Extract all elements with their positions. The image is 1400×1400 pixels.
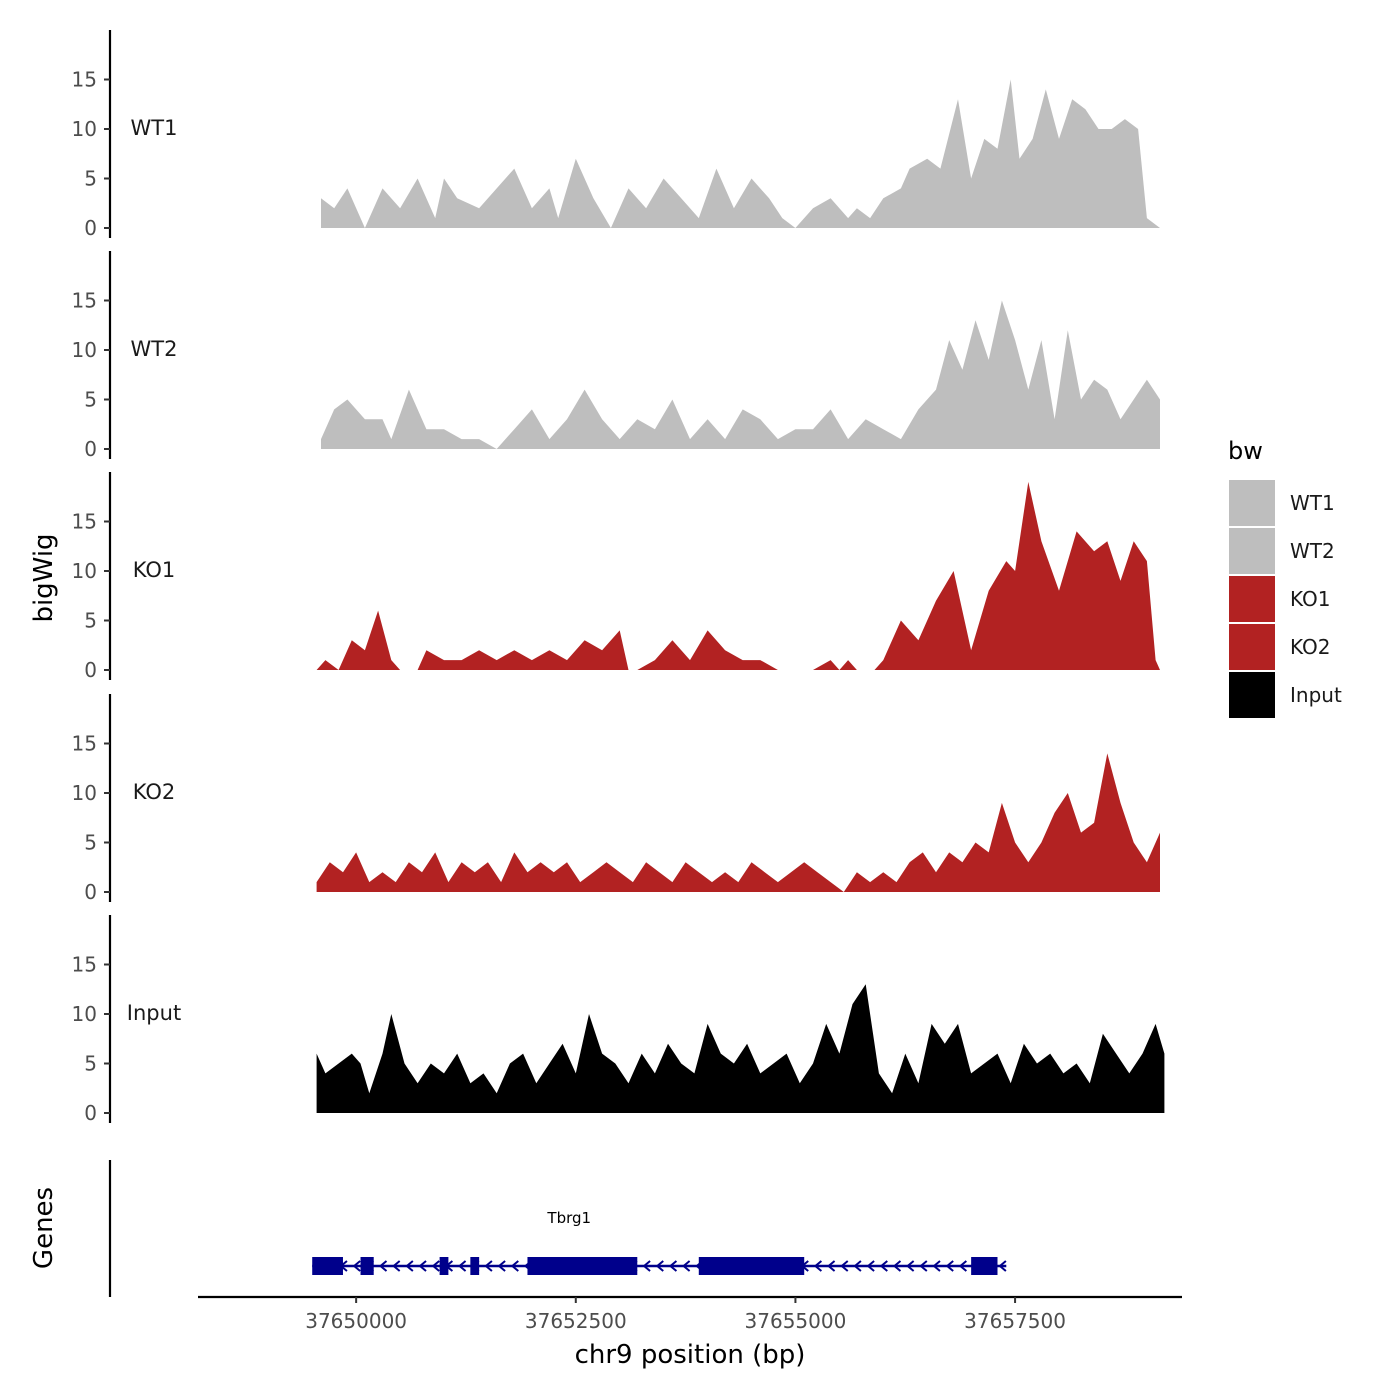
area-wt1: [321, 79, 1160, 228]
gene-exon: [698, 1257, 805, 1275]
strand-arrow: [853, 1260, 862, 1272]
track-input: 0 5 10 15 Input: [72, 915, 1165, 1125]
strand-arrow: [906, 1260, 915, 1272]
strand-arrow: [840, 1260, 849, 1272]
y-tick-label: 10: [72, 117, 97, 141]
area-ko1: [316, 481, 1161, 670]
y-tick-label: 5: [84, 167, 97, 191]
legend-label-ko2: KO2: [1290, 635, 1331, 659]
y-tick-label: 0: [84, 880, 97, 904]
legend: bw WT1 WT2 KO1 KO2 Input: [1228, 437, 1342, 718]
strand-arrow: [497, 1260, 506, 1272]
legend-key-input: [1229, 672, 1275, 718]
y-tick-label: 10: [72, 1002, 97, 1026]
y-tick-label: 5: [84, 1052, 97, 1076]
strand-arrow: [892, 1260, 902, 1272]
genes-track: Tbrg1: [108, 1160, 1007, 1297]
strand-arrow: [958, 1260, 967, 1272]
y-tick-label: 5: [84, 609, 97, 633]
area-ko2: [316, 753, 1161, 892]
y-tick-label: 10: [72, 338, 97, 362]
y-tick-label: 15: [72, 68, 97, 92]
y-tick-label: 0: [84, 658, 97, 682]
strand-arrow: [405, 1260, 414, 1272]
track-label-input: Input: [127, 1001, 181, 1025]
y-axis-title: bigWig: [29, 533, 59, 622]
strand-arrow: [879, 1260, 888, 1272]
strand-arrow: [932, 1260, 941, 1272]
strand-arrow: [431, 1260, 440, 1272]
x-axis: 37650000 37652500 37655000 37657500: [198, 1295, 1182, 1333]
track-label-ko1: KO1: [133, 558, 176, 582]
y-tick-label: 0: [84, 216, 97, 240]
legend-title: bw: [1228, 437, 1263, 465]
y-tick-label: 0: [84, 1101, 97, 1125]
legend-key-ko1: [1229, 576, 1275, 622]
gene-exon: [360, 1257, 374, 1275]
area-input: [316, 984, 1165, 1113]
legend-label-wt2: WT2: [1290, 539, 1335, 563]
track-wt1: 0 5 10 15 WT1: [72, 30, 1160, 240]
strand-arrow: [998, 1260, 1007, 1272]
strand-arrow: [458, 1260, 467, 1272]
strand-arrow: [352, 1260, 361, 1272]
gene-exon: [312, 1257, 343, 1275]
strand-arrow: [484, 1260, 493, 1272]
legend-key-wt1: [1229, 480, 1275, 526]
track-wt2: 0 5 10 15 WT2: [72, 251, 1160, 461]
bigwig-tracks: 0 5 10 15 WT1 0 5 10 15 WT2 0 5 10 15 KO1 0 5 10 15 KO2 0 5 10…: [72, 30, 1165, 1125]
gene-exon: [971, 1257, 998, 1275]
y-tick-label: 10: [72, 781, 97, 805]
legend-key-ko2: [1229, 624, 1275, 670]
track-label-wt1: WT1: [131, 116, 178, 140]
legend-label-input: Input: [1290, 683, 1342, 707]
y-tick-label: 15: [72, 289, 97, 313]
y-tick-label: 15: [72, 510, 97, 534]
legend-key-wt2: [1229, 528, 1275, 574]
x-tick-label: 37655000: [745, 1309, 847, 1333]
strand-arrow: [682, 1260, 691, 1272]
legend-label-wt1: WT1: [1290, 491, 1335, 515]
x-tick-label: 37652500: [525, 1309, 627, 1333]
strand-arrow: [642, 1260, 651, 1272]
y-tick-label: 0: [84, 437, 97, 461]
strand-arrow: [945, 1260, 954, 1272]
y-tick-label: 5: [84, 831, 97, 855]
strand-arrow: [378, 1260, 388, 1272]
x-tick-label: 37657500: [964, 1309, 1066, 1333]
strand-arrow: [392, 1260, 401, 1272]
y-tick-label: 10: [72, 559, 97, 583]
track-ko2: 0 5 10 15 KO2: [72, 694, 1161, 904]
track-label-ko2: KO2: [133, 780, 176, 804]
gene-exon: [439, 1257, 449, 1275]
y-tick-label: 15: [72, 953, 97, 977]
x-axis-title: chr9 position (bp): [575, 1340, 806, 1370]
strand-arrow: [510, 1260, 519, 1272]
legend-label-ko1: KO1: [1290, 587, 1331, 611]
gene-exon: [527, 1257, 638, 1275]
y-tick-label: 15: [72, 732, 97, 756]
strand-arrow: [813, 1260, 823, 1272]
strand-arrow: [919, 1260, 928, 1272]
x-tick-label: 37650000: [305, 1309, 407, 1333]
track-label-wt2: WT2: [131, 337, 178, 361]
gene-name-label: Tbrg1: [546, 1209, 591, 1227]
genes-axis-title: Genes: [29, 1187, 59, 1269]
strand-arrow: [827, 1260, 836, 1272]
y-tick-label: 5: [84, 388, 97, 412]
strand-arrow: [866, 1260, 875, 1272]
strand-arrow: [668, 1260, 678, 1272]
area-wt2: [321, 300, 1160, 449]
strand-arrow: [418, 1260, 427, 1272]
gene-exon: [470, 1257, 480, 1275]
strand-arrow: [655, 1260, 664, 1272]
track-ko1: 0 5 10 15 KO1: [72, 472, 1161, 682]
